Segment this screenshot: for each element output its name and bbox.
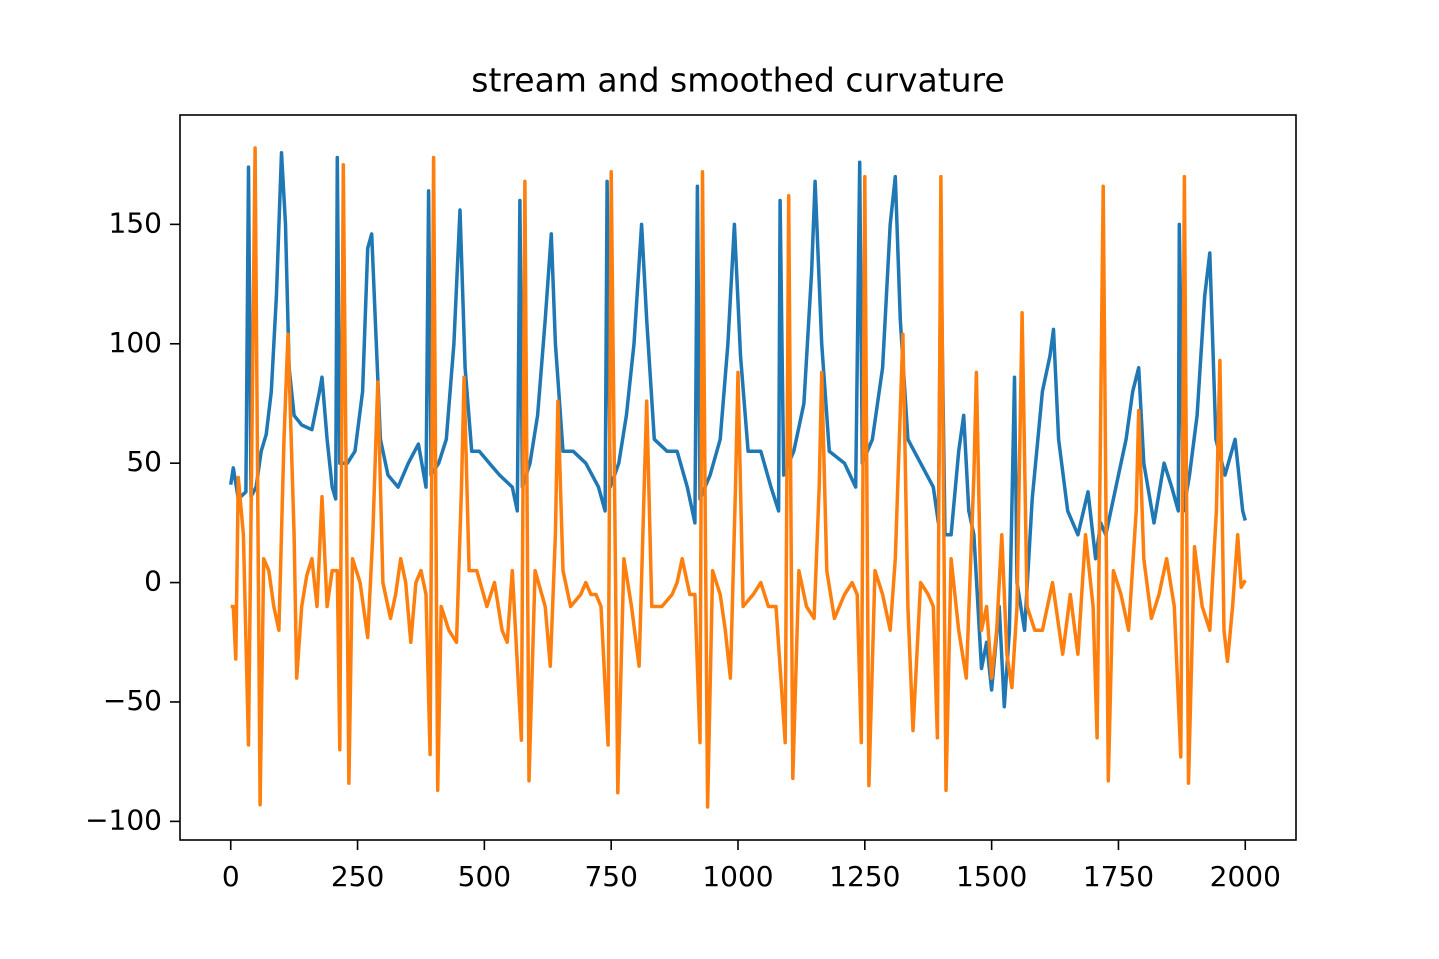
x-tick-label: 1500 [956,860,1027,893]
x-tick-label: 250 [331,860,384,893]
x-tick-label: 1000 [702,860,773,893]
y-tick-label: 0 [144,565,162,598]
x-tick-label: 2000 [1210,860,1281,893]
x-tick-label: 750 [584,860,637,893]
y-tick-label: −50 [103,684,162,717]
y-tick-label: 50 [126,445,162,478]
series-line [230,146,1247,809]
plot-frame [179,114,1297,841]
y-tick-label: 100 [109,326,162,359]
x-tick-label: 1250 [829,860,900,893]
y-tick-label: −100 [85,803,162,836]
x-tick-label: 500 [458,860,511,893]
x-tick-label: 0 [222,860,240,893]
series-line [228,150,1247,709]
chart-title: stream and smoothed curvature [471,61,1004,100]
x-tick-label: 1750 [1083,860,1154,893]
y-tick-label: 150 [109,206,162,239]
